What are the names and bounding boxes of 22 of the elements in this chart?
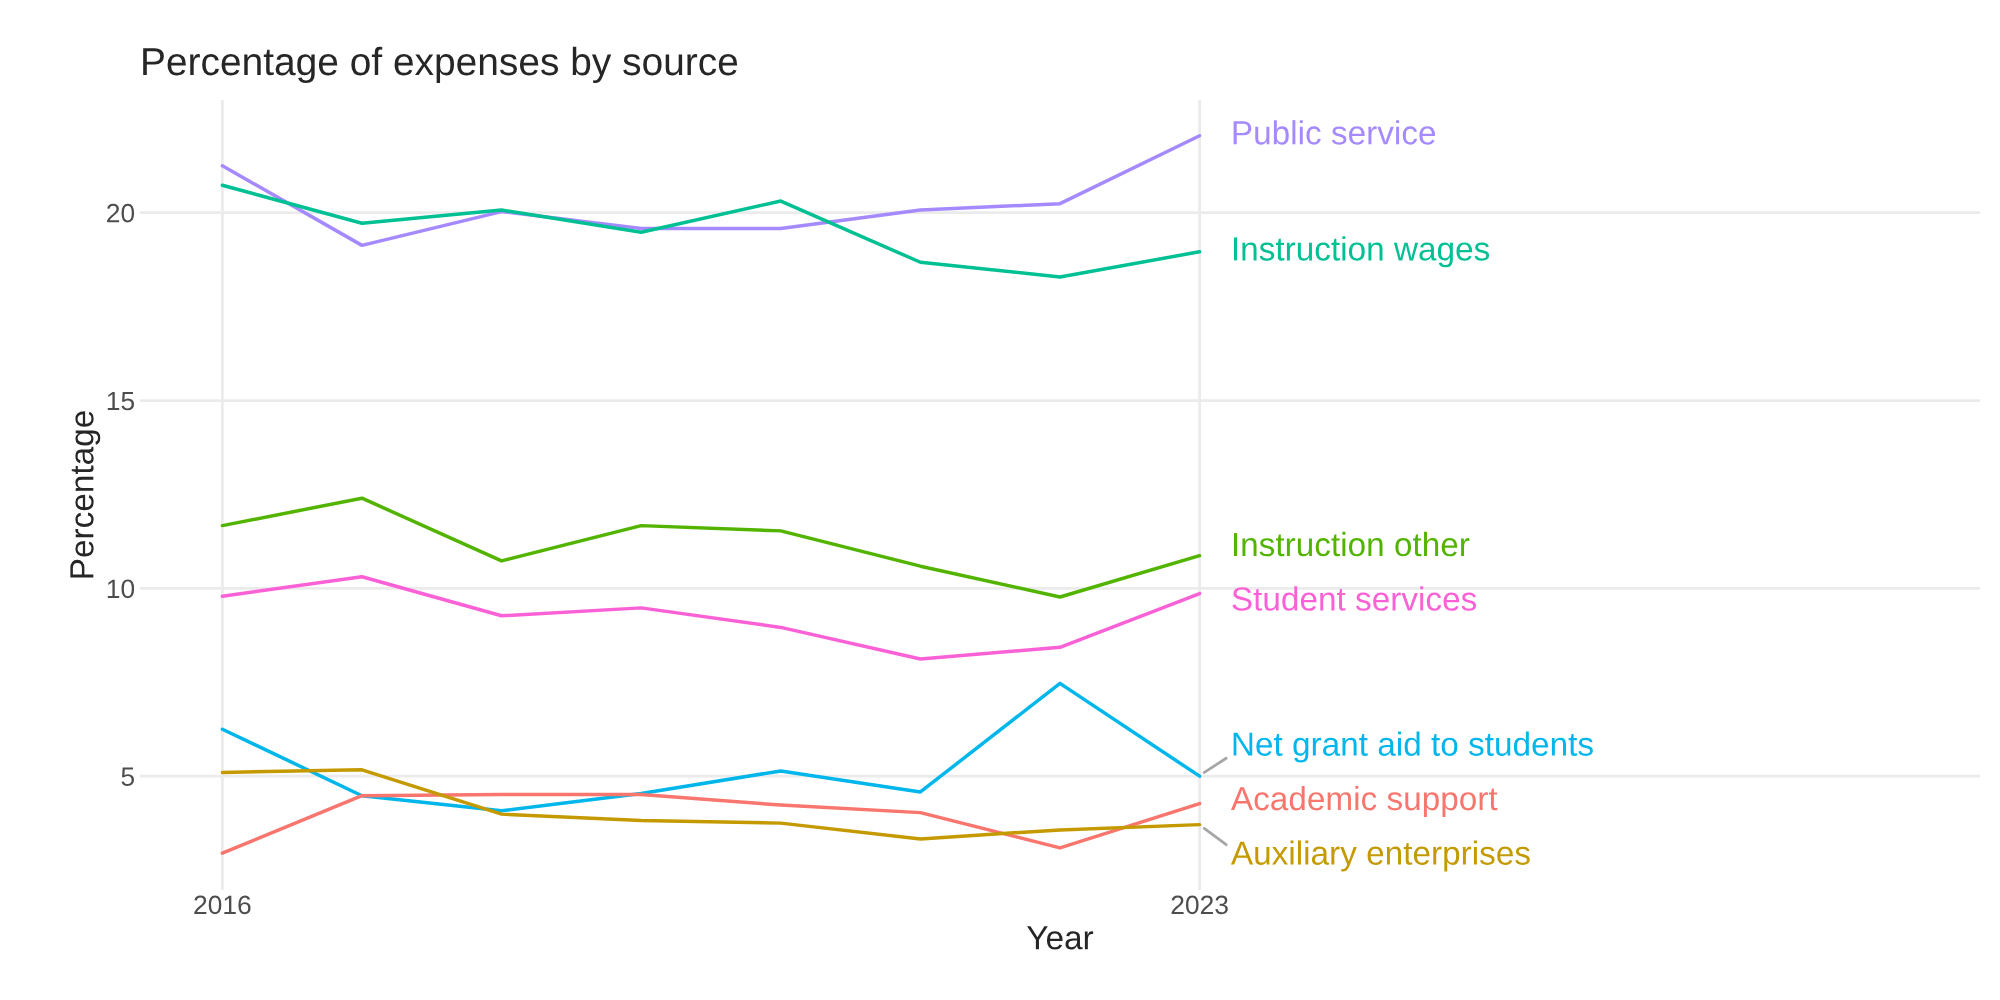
series-label: Instruction other [1233,531,1470,557]
line-series [220,768,1202,841]
y-axis-title: Percentage [70,411,101,578]
series-label: Instruction wages [1233,236,1490,268]
series-label: Public service [1233,120,1436,145]
y-tick-label: 15 [107,391,135,411]
series-label: Academic support [1230,785,1498,818]
x-tick-label: 2016 [194,895,251,915]
line-series [220,574,1202,661]
x-tick-label: 2023 [1171,895,1228,915]
series-label: Net grant aid to students [1233,731,1593,763]
y-tick-label: 5 [121,767,135,786]
series-label: Auxiliary enterprises [1230,840,1530,872]
series-label: Student services [1232,586,1477,611]
x-axis-title: Year [1027,926,1094,950]
line-series [220,496,1202,599]
line-series [220,183,1202,279]
line-series [220,681,1202,813]
line-series [220,792,1202,855]
chart-title: Percentage of expenses by source [143,46,738,84]
y-tick-label: 20 [107,203,135,223]
y-tick-label: 10 [107,579,135,599]
